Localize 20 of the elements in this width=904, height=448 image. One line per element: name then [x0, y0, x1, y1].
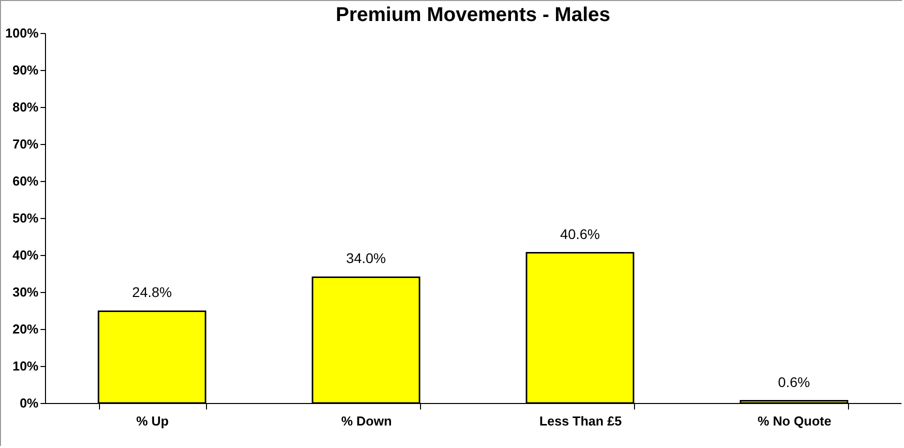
data-label: 0.6% — [778, 374, 810, 390]
y-tick-label: 80% — [12, 100, 39, 114]
data-label: 34.0% — [346, 250, 386, 266]
y-tick-label: 100% — [5, 26, 39, 40]
y-tick-label: 30% — [12, 284, 39, 300]
y-tick-label: 60% — [12, 174, 39, 188]
x-tick-label: % Up — [136, 414, 169, 428]
y-tick-label: 70% — [12, 136, 39, 152]
y-tick-label: 20% — [12, 322, 39, 336]
y-tick-label: 0% — [20, 396, 39, 410]
x-tick-label: % No Quote — [758, 414, 832, 428]
y-tick-label: 90% — [12, 62, 39, 78]
y-tick-label: 10% — [12, 358, 39, 374]
chart-title: Premium Movements - Males — [336, 4, 610, 26]
data-label: 40.6% — [560, 226, 600, 242]
y-tick-label: 50% — [12, 210, 39, 226]
data-label: 24.8% — [132, 284, 172, 300]
y-tick-label: 40% — [12, 248, 39, 262]
x-tick-label: Less Than £5 — [539, 414, 622, 428]
x-tick-label: % Down — [341, 414, 392, 428]
